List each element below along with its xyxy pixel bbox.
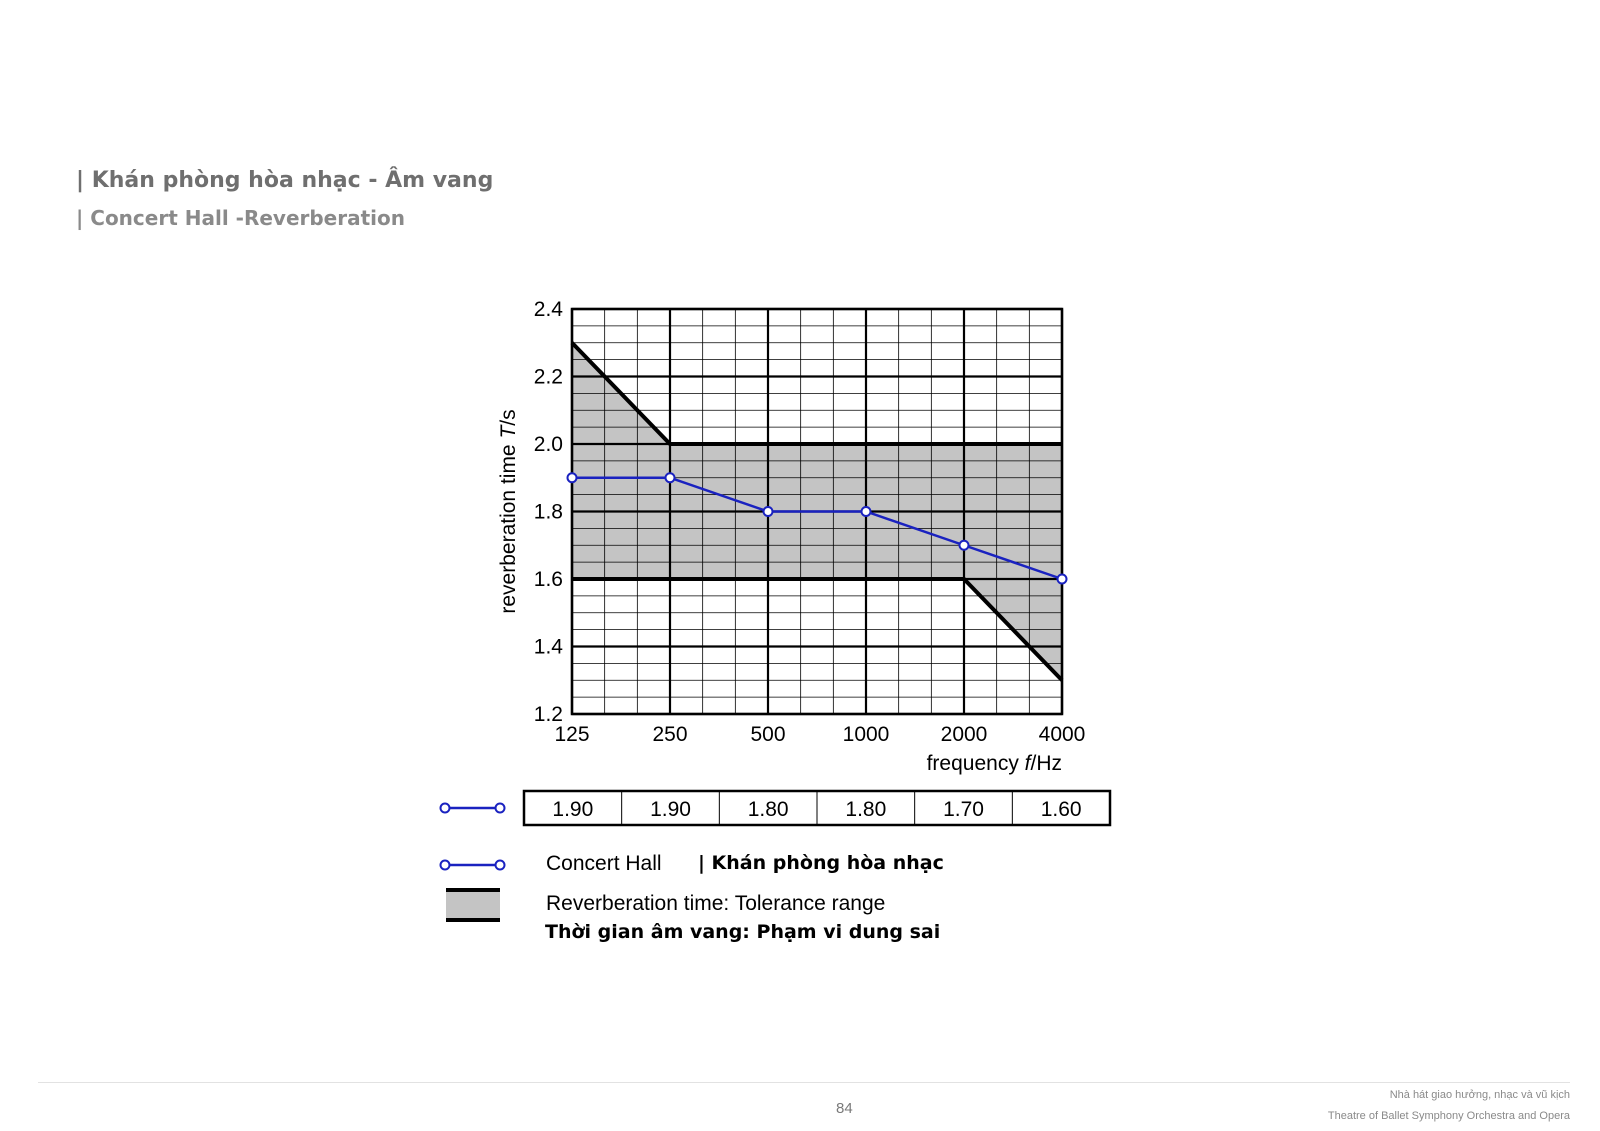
series-line (572, 476, 1063, 581)
x-tick-label: 125 (554, 723, 589, 746)
x-axis-label: frequency f/Hz (927, 752, 1062, 775)
data-point (664, 472, 676, 484)
y-tick-label: 2.4 (534, 298, 564, 321)
legend-point (439, 802, 451, 814)
legend-point (439, 859, 451, 871)
page-subtitle: | Concert Hall -Reverberation (76, 206, 406, 230)
page-number: 84 (836, 1100, 853, 1117)
data-point (860, 506, 872, 517)
table-cell-value: 1.90 (552, 798, 593, 821)
table-cell-value: 1.60 (1041, 798, 1082, 821)
y-tick-label: 2.0 (534, 433, 563, 456)
y-tick-label: 1.6 (534, 568, 563, 591)
x-tick-label: 4000 (1039, 723, 1086, 746)
legend-tolerance-swatch (446, 890, 500, 920)
data-point (566, 472, 578, 484)
x-tick-label: 250 (652, 723, 687, 746)
x-tick-label: 500 (750, 723, 785, 746)
footer-divider (38, 1082, 1570, 1083)
table-cell-value: 1.80 (845, 798, 886, 821)
y-tick-label: 2.2 (534, 366, 563, 389)
y-axis-label: reverberation time T/s (497, 409, 520, 613)
legend-series-label-vi: | Khán phòng hòa nhạc (698, 852, 944, 874)
legend-tolerance-label-vi: Thời gian âm vang: Phạm vi dung sai (545, 921, 941, 943)
page-title: | Khán phòng hòa nhạc - Âm vang (76, 168, 494, 193)
legend-series-label: Concert Hall (546, 852, 662, 875)
plot-frame (570, 307, 1064, 716)
tolerance-upper-line (570, 341, 1062, 446)
y-tick-label: 1.8 (534, 501, 563, 524)
table-cell-value: 1.70 (943, 798, 984, 821)
legend-point (494, 859, 506, 871)
y-tick-label: 1.2 (534, 703, 563, 726)
tolerance-lower-line (572, 577, 1064, 682)
legend-series-marker (439, 859, 506, 871)
y-tick-label: 1.4 (534, 636, 564, 659)
x-tick-label: 2000 (941, 723, 988, 746)
data-point (762, 506, 774, 517)
legend-point (494, 802, 506, 814)
data-point (958, 539, 970, 551)
x-tick-label: 1000 (843, 723, 890, 746)
table-cell-value: 1.90 (650, 798, 691, 821)
table-cell-value: 1.80 (748, 798, 789, 821)
legend-tolerance-label: Reverberation time: Tolerance range (546, 892, 886, 915)
footer-org-en: Theatre of Ballet Symphony Orchestra and… (1327, 1110, 1570, 1122)
data-point (1056, 573, 1068, 585)
table-series-marker (439, 802, 506, 814)
footer-org-vi: Nhà hát giao hưởng, nhạc và vũ kịch (1389, 1089, 1570, 1101)
